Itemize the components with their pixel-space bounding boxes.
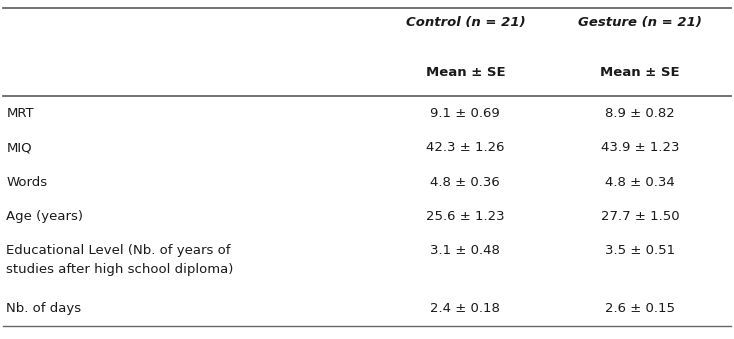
Text: Age (years): Age (years): [7, 211, 84, 223]
Text: studies after high school diploma): studies after high school diploma): [7, 263, 234, 276]
Text: Mean ± SE: Mean ± SE: [426, 66, 505, 79]
Text: Words: Words: [7, 176, 48, 189]
Text: Educational Level (Nb. of years of: Educational Level (Nb. of years of: [7, 244, 231, 257]
Text: 9.1 ± 0.69: 9.1 ± 0.69: [430, 107, 500, 120]
Text: Nb. of days: Nb. of days: [7, 302, 81, 316]
Text: 2.4 ± 0.18: 2.4 ± 0.18: [430, 302, 501, 316]
Text: MRT: MRT: [7, 107, 34, 120]
Text: 4.8 ± 0.36: 4.8 ± 0.36: [430, 176, 500, 189]
Text: 42.3 ± 1.26: 42.3 ± 1.26: [426, 141, 504, 154]
Text: 43.9 ± 1.23: 43.9 ± 1.23: [601, 141, 680, 154]
Text: 3.5 ± 0.51: 3.5 ± 0.51: [605, 244, 675, 257]
Text: MIQ: MIQ: [7, 141, 32, 154]
Text: 8.9 ± 0.82: 8.9 ± 0.82: [606, 107, 675, 120]
Text: Control (n = 21): Control (n = 21): [405, 16, 525, 29]
Text: Mean ± SE: Mean ± SE: [600, 66, 680, 79]
Text: 25.6 ± 1.23: 25.6 ± 1.23: [426, 211, 505, 223]
Text: 4.8 ± 0.34: 4.8 ± 0.34: [606, 176, 675, 189]
Text: 2.6 ± 0.15: 2.6 ± 0.15: [605, 302, 675, 316]
Text: Gesture (n = 21): Gesture (n = 21): [578, 16, 702, 29]
Text: 3.1 ± 0.48: 3.1 ± 0.48: [430, 244, 501, 257]
Text: 27.7 ± 1.50: 27.7 ± 1.50: [601, 211, 680, 223]
